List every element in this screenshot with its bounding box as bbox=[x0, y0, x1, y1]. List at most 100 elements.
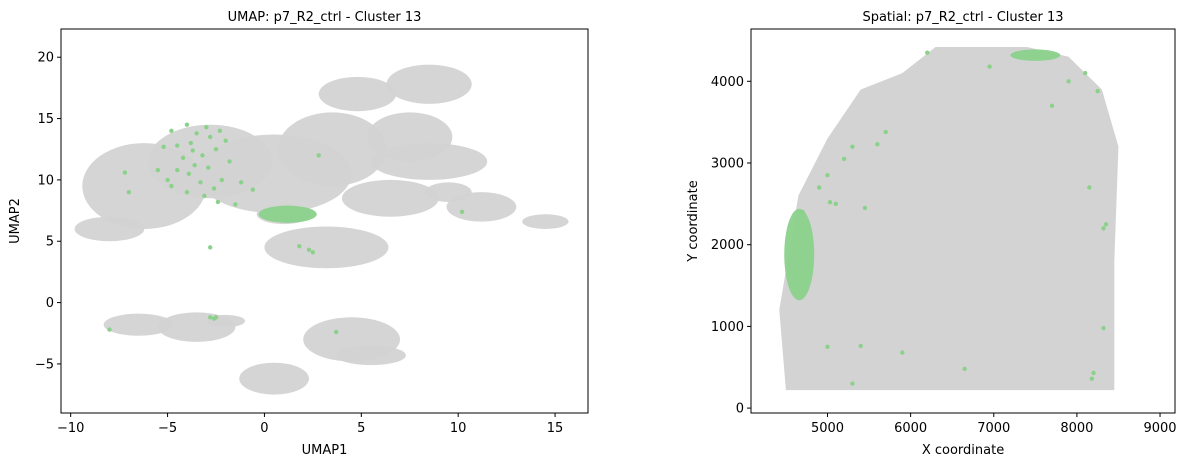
umap-highlight-point bbox=[204, 124, 209, 130]
umap-background-region bbox=[74, 216, 145, 242]
spatial-highlight-point bbox=[1103, 222, 1109, 227]
spatial-series-background bbox=[779, 46, 1119, 391]
umap-highlight-point bbox=[333, 329, 339, 335]
spatial-highlight-point bbox=[875, 142, 880, 147]
spatial-plot: 5000 6000 7000 8000 9000 0 1000 2000 3000 4000 Spa… bbox=[686, 10, 1177, 458]
umap-highlight-point bbox=[223, 138, 228, 143]
umap-background-region bbox=[103, 313, 174, 336]
umap-xtick-label: 10 bbox=[450, 421, 467, 436]
spatial-ylabel: Y coordinate bbox=[686, 180, 701, 262]
umap-ytick-label: 10 bbox=[37, 173, 54, 188]
umap-background-region bbox=[522, 214, 569, 229]
spatial-xtick-label: 9000 bbox=[1143, 421, 1176, 436]
umap-highlight-point bbox=[215, 199, 221, 205]
spatial-ytick-label: 2000 bbox=[711, 238, 744, 253]
spatial-highlight-point bbox=[1101, 226, 1106, 231]
spatial-highlight-point bbox=[862, 205, 868, 211]
spatial-highlight-point bbox=[825, 344, 830, 350]
umap-highlight-point bbox=[306, 247, 312, 253]
umap-highlight-point bbox=[169, 183, 174, 189]
spatial-xtick-label: 5000 bbox=[811, 421, 844, 436]
umap-ytick-label: 20 bbox=[37, 51, 54, 66]
umap-highlight-point bbox=[161, 144, 166, 149]
umap-series-highlight bbox=[107, 122, 465, 335]
umap-xtick-label: −5 bbox=[158, 421, 177, 436]
umap-highlight-point bbox=[233, 202, 238, 207]
umap-highlight-point bbox=[250, 187, 256, 192]
spatial-xtick-label: 6000 bbox=[894, 421, 927, 436]
umap-background-region bbox=[341, 179, 439, 217]
spatial-title: Spatial: p7_R2_ctrl - Cluster 13 bbox=[862, 10, 1063, 25]
umap-xtick-label: 5 bbox=[357, 421, 365, 436]
spatial-highlight-point bbox=[800, 209, 805, 215]
spatial-highlight-region bbox=[1010, 49, 1061, 61]
umap-highlight-point bbox=[459, 209, 465, 214]
umap-highlight-point bbox=[186, 171, 192, 176]
umap-highlight-point bbox=[122, 170, 128, 175]
umap-highlight-point bbox=[175, 167, 180, 173]
umap-highlight-point bbox=[107, 327, 112, 332]
umap-highlight-point bbox=[184, 189, 190, 195]
umap-highlight-point bbox=[126, 189, 132, 195]
umap-highlight-point bbox=[165, 177, 170, 183]
spatial-ytick-label: 0 bbox=[736, 402, 744, 417]
umap-highlight-point bbox=[316, 153, 321, 158]
spatial-axes-frame bbox=[750, 28, 1176, 414]
umap-highlight-point bbox=[200, 153, 205, 158]
spatial-highlight-point bbox=[1095, 88, 1100, 94]
spatial-highlight-point bbox=[1049, 103, 1055, 109]
umap-ylabel: UMAP2 bbox=[8, 198, 23, 244]
spatial-highlight-point bbox=[1066, 79, 1071, 84]
spatial-highlight-point bbox=[1083, 70, 1088, 76]
umap-xlabel: UMAP1 bbox=[302, 443, 348, 458]
umap-ytick-label: −5 bbox=[35, 357, 54, 372]
umap-background-region bbox=[239, 362, 309, 395]
umap-highlight-point bbox=[213, 147, 219, 152]
spatial-highlight-point bbox=[858, 343, 863, 349]
umap-highlight-point bbox=[194, 131, 199, 136]
umap-highlight-point bbox=[207, 245, 213, 250]
umap-background-region bbox=[318, 76, 397, 112]
umap-highlight-point bbox=[238, 180, 244, 185]
umap-highlight-point bbox=[213, 315, 219, 320]
spatial-ytick-label: 3000 bbox=[711, 156, 744, 171]
umap-highlight-point bbox=[206, 165, 211, 170]
spatial-highlight-point bbox=[850, 381, 855, 386]
spatial-xtick-label: 8000 bbox=[1060, 421, 1093, 436]
spatial-plot-area bbox=[779, 46, 1119, 391]
umap-highlight-point bbox=[198, 180, 203, 185]
umap-highlight-point bbox=[188, 140, 194, 146]
spatial-highlight-point bbox=[883, 129, 888, 135]
umap-highlight-point bbox=[175, 143, 180, 148]
spatial-ytick-label: 1000 bbox=[711, 320, 744, 335]
umap-highlight-point bbox=[155, 167, 161, 173]
umap-series-background bbox=[74, 64, 569, 395]
umap-xtick-label: 0 bbox=[260, 421, 268, 436]
spatial-highlight-region bbox=[784, 208, 815, 301]
umap-background-region bbox=[264, 226, 389, 269]
umap-highlight-point bbox=[169, 128, 174, 134]
spatial-highlight-point bbox=[850, 144, 855, 149]
umap-highlight-point bbox=[202, 193, 207, 199]
spatial-highlight-point bbox=[825, 173, 830, 178]
spatial-highlight-point bbox=[1091, 370, 1096, 376]
umap-ytick-label: 5 bbox=[46, 235, 54, 250]
umap-ytick-label: 15 bbox=[37, 112, 54, 127]
umap-ytick-label: 0 bbox=[46, 296, 54, 311]
spatial-background-region bbox=[779, 46, 1119, 391]
spatial-xlabel: X coordinate bbox=[922, 443, 1004, 458]
umap-highlight-point bbox=[207, 315, 213, 320]
umap-background-region bbox=[371, 143, 488, 180]
umap-highlight-point bbox=[211, 186, 217, 191]
umap-axes-frame bbox=[60, 28, 589, 414]
umap-xtick-label: 15 bbox=[547, 421, 564, 436]
spatial-highlight-point bbox=[816, 185, 822, 190]
umap-highlight-point bbox=[184, 122, 190, 127]
spatial-ytick-label: 4000 bbox=[711, 75, 744, 90]
umap-highlight-region bbox=[258, 205, 317, 223]
umap-highlight-point bbox=[297, 243, 302, 249]
umap-xtick-label: −10 bbox=[57, 421, 84, 436]
spatial-highlight-point bbox=[841, 156, 847, 162]
spatial-highlight-point bbox=[833, 201, 838, 207]
